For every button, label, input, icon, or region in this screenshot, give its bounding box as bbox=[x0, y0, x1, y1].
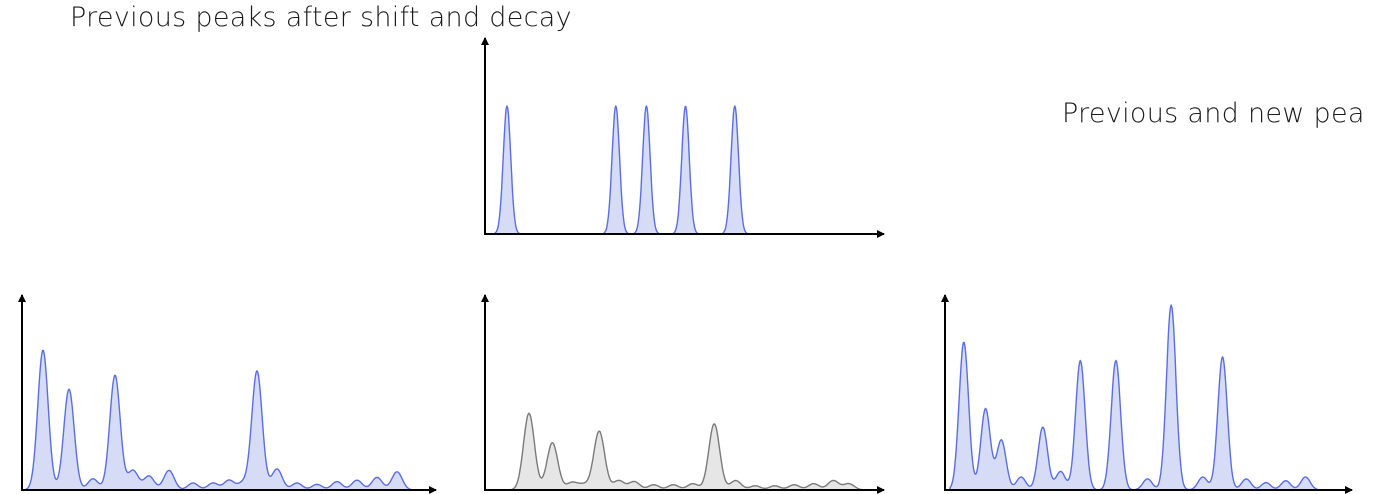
bottom-middle-curve bbox=[489, 412, 881, 491]
panel-bottom-left bbox=[18, 294, 437, 494]
panel-bottom-right bbox=[941, 294, 1353, 494]
bottom-right-curve bbox=[949, 304, 1346, 491]
panel-bottom-middle bbox=[481, 294, 885, 494]
label-previous-peaks: Previous peaks after shift and decay bbox=[70, 2, 572, 33]
bottom-left-curve bbox=[24, 349, 426, 491]
panel-top-middle bbox=[481, 37, 885, 238]
top-middle-curve bbox=[489, 105, 831, 235]
label-previous-and-new-peaks: Previous and new pea bbox=[1062, 98, 1365, 129]
